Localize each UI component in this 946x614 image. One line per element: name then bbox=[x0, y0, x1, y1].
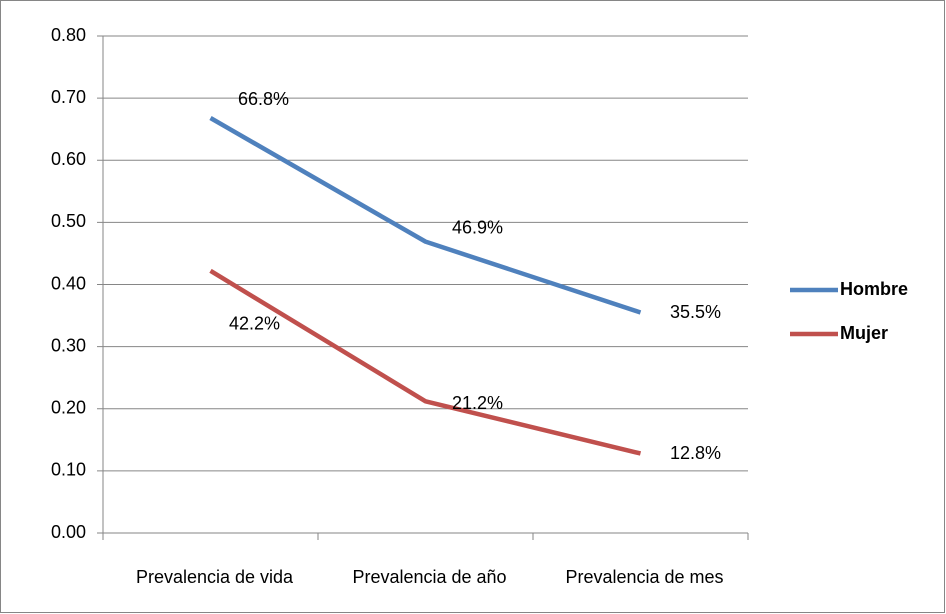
x-tick-label: Prevalencia de año bbox=[352, 567, 506, 587]
y-tick-label: 0.80 bbox=[51, 25, 86, 45]
series-line bbox=[209, 116, 642, 315]
y-tick-label: 0.20 bbox=[51, 398, 86, 418]
data-label: 21.2% bbox=[452, 393, 503, 413]
y-tick-label: 0.10 bbox=[51, 460, 86, 480]
y-tick-label: 0.70 bbox=[51, 87, 86, 107]
data-label: 35.5% bbox=[670, 302, 721, 322]
legend-label: Mujer bbox=[840, 323, 888, 343]
y-tick-label: 0.40 bbox=[51, 273, 86, 293]
data-label: 42.2% bbox=[229, 314, 280, 334]
x-tick-label: Prevalencia de vida bbox=[136, 567, 294, 587]
series-line bbox=[209, 268, 642, 456]
y-tick-label: 0.60 bbox=[51, 149, 86, 169]
data-label: 12.8% bbox=[670, 443, 721, 463]
data-label: 46.9% bbox=[452, 217, 503, 237]
legend-label: Hombre bbox=[840, 279, 908, 299]
y-tick-label: 0.30 bbox=[51, 335, 86, 355]
y-tick-label: 0.00 bbox=[51, 522, 86, 542]
x-tick-label: Prevalencia de mes bbox=[565, 567, 723, 587]
y-tick-label: 0.50 bbox=[51, 211, 86, 231]
data-label: 66.8% bbox=[238, 89, 289, 109]
